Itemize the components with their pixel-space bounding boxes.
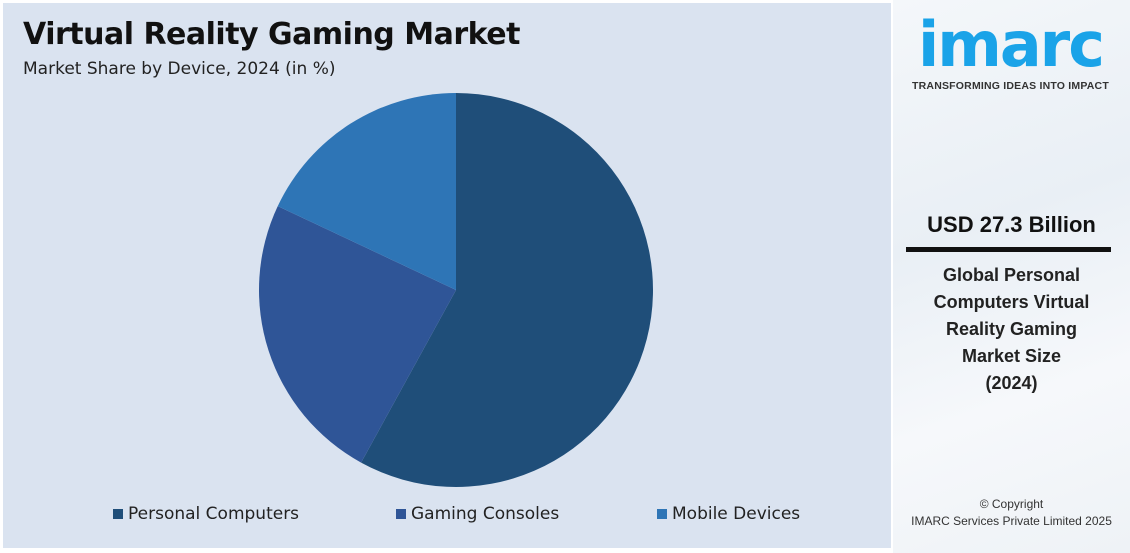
legend-swatch xyxy=(113,509,123,519)
description-line: Computers Virtual xyxy=(933,292,1090,312)
pie-slice-mobile-devices xyxy=(277,93,456,290)
company-name: IMARC Services Private Limited 2025 xyxy=(911,514,1112,528)
copyright: © Copyright IMARC Services Private Limit… xyxy=(893,496,1130,530)
legend-label: Personal Computers xyxy=(128,504,300,524)
description-line: Market Size xyxy=(961,346,1062,366)
logo-wordmark: imarc xyxy=(917,8,1105,81)
legend-label: Gaming Consoles xyxy=(411,504,560,524)
pie-chart xyxy=(259,93,653,487)
legend-item: Personal Computers xyxy=(113,504,299,524)
imarc-logo: imarc TRANSFORMING IDEAS INTO IMPACT xyxy=(903,8,1118,93)
copyright-label: © Copyright xyxy=(979,497,1044,511)
divider xyxy=(906,247,1111,252)
legend-swatch xyxy=(396,509,406,519)
chart-title: Virtual Reality Gaming Market xyxy=(23,17,520,52)
description-line: (2024) xyxy=(985,373,1038,393)
chart-subtitle: Market Share by Device, 2024 (in %) xyxy=(23,59,336,79)
legend-swatch xyxy=(657,509,667,519)
chart-panel: Virtual Reality Gaming Market Market Sha… xyxy=(3,3,891,548)
description-line: Global Personal xyxy=(942,265,1081,285)
legend-item: Mobile Devices xyxy=(657,504,800,524)
market-description: Global Personal Computers Virtual Realit… xyxy=(893,262,1130,397)
legend-item: Gaming Consoles xyxy=(396,504,559,524)
pie-slice-gaming-consoles xyxy=(259,206,456,463)
logo-tagline: TRANSFORMING IDEAS INTO IMPACT xyxy=(912,80,1109,92)
description-line: Reality Gaming xyxy=(945,319,1078,339)
legend-label: Mobile Devices xyxy=(672,504,801,524)
side-panel: imarc TRANSFORMING IDEAS INTO IMPACT USD… xyxy=(893,0,1130,553)
legend: Personal Computers Gaming Consoles Mobile … xyxy=(3,504,891,526)
market-value: USD 27.3 Billion xyxy=(927,212,1096,237)
pie-slice-personal-computers xyxy=(361,93,653,487)
